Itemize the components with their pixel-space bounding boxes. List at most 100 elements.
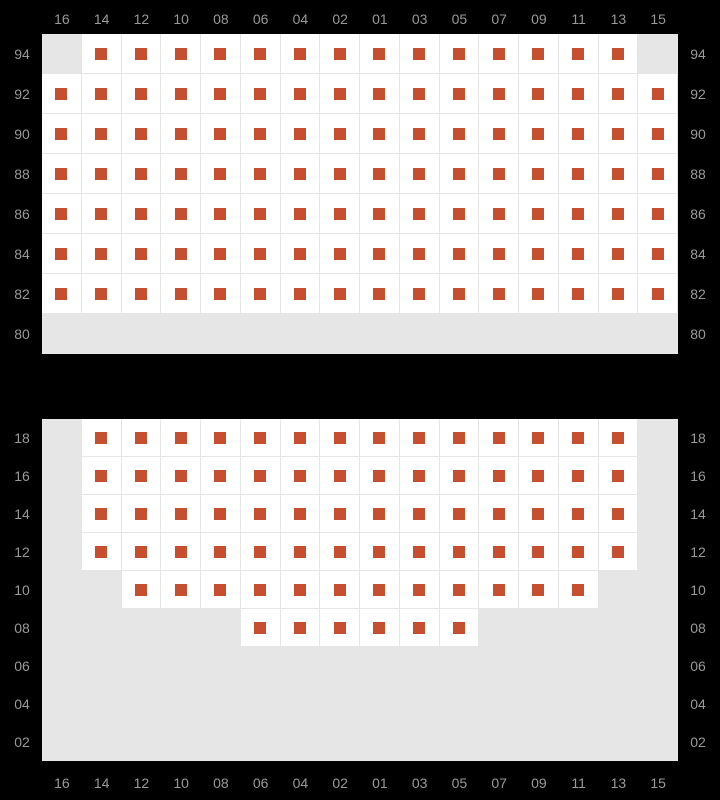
seat-cell[interactable] — [479, 571, 519, 609]
seat-cell[interactable] — [241, 419, 281, 457]
seat-cell[interactable] — [559, 495, 599, 533]
seat-cell[interactable] — [559, 457, 599, 495]
seat-cell[interactable] — [281, 457, 321, 495]
seat-cell[interactable] — [122, 571, 162, 609]
seat-cell[interactable] — [161, 274, 201, 314]
seat-cell[interactable] — [161, 154, 201, 194]
seat-cell[interactable] — [519, 154, 559, 194]
seat-cell[interactable] — [519, 114, 559, 154]
seat-cell[interactable] — [281, 495, 321, 533]
seat-cell[interactable] — [82, 533, 122, 571]
seat-cell[interactable] — [479, 154, 519, 194]
seat-cell[interactable] — [320, 609, 360, 647]
seat-cell[interactable] — [161, 495, 201, 533]
seat-cell[interactable] — [360, 154, 400, 194]
seat-cell[interactable] — [599, 274, 639, 314]
seat-cell[interactable] — [638, 274, 678, 314]
seat-cell[interactable] — [479, 495, 519, 533]
seat-cell[interactable] — [320, 419, 360, 457]
seat-cell[interactable] — [122, 495, 162, 533]
seat-cell[interactable] — [281, 571, 321, 609]
seat-cell[interactable] — [82, 419, 122, 457]
seat-cell[interactable] — [559, 419, 599, 457]
seat-cell[interactable] — [599, 457, 639, 495]
seat-cell[interactable] — [599, 34, 639, 74]
seat-cell[interactable] — [360, 274, 400, 314]
seat-cell[interactable] — [638, 74, 678, 114]
seat-cell[interactable] — [122, 34, 162, 74]
seat-cell[interactable] — [82, 114, 122, 154]
seat-cell[interactable] — [82, 495, 122, 533]
seat-cell[interactable] — [320, 274, 360, 314]
seat-cell[interactable] — [440, 495, 480, 533]
seat-cell[interactable] — [599, 194, 639, 234]
seat-cell[interactable] — [281, 419, 321, 457]
seat-cell[interactable] — [479, 74, 519, 114]
seat-cell[interactable] — [599, 234, 639, 274]
seat-cell[interactable] — [519, 533, 559, 571]
seat-cell[interactable] — [440, 234, 480, 274]
seat-cell[interactable] — [122, 234, 162, 274]
seat-cell[interactable] — [440, 154, 480, 194]
seat-cell[interactable] — [281, 533, 321, 571]
seat-cell[interactable] — [241, 274, 281, 314]
seat-cell[interactable] — [241, 34, 281, 74]
seat-cell[interactable] — [161, 234, 201, 274]
seat-cell[interactable] — [82, 154, 122, 194]
seat-cell[interactable] — [201, 114, 241, 154]
seat-cell[interactable] — [281, 154, 321, 194]
seat-cell[interactable] — [241, 234, 281, 274]
seat-cell[interactable] — [360, 74, 400, 114]
seat-cell[interactable] — [201, 533, 241, 571]
seat-cell[interactable] — [479, 234, 519, 274]
seat-cell[interactable] — [161, 194, 201, 234]
seat-cell[interactable] — [201, 457, 241, 495]
seat-cell[interactable] — [241, 154, 281, 194]
seat-cell[interactable] — [320, 194, 360, 234]
seat-cell[interactable] — [201, 194, 241, 234]
seat-cell[interactable] — [400, 74, 440, 114]
seat-cell[interactable] — [479, 274, 519, 314]
seat-cell[interactable] — [440, 533, 480, 571]
seat-cell[interactable] — [360, 533, 400, 571]
seat-cell[interactable] — [161, 114, 201, 154]
seat-cell[interactable] — [440, 34, 480, 74]
seat-cell[interactable] — [519, 274, 559, 314]
seat-cell[interactable] — [440, 609, 480, 647]
seat-cell[interactable] — [360, 34, 400, 74]
seat-cell[interactable] — [241, 74, 281, 114]
seat-cell[interactable] — [440, 457, 480, 495]
seat-cell[interactable] — [519, 34, 559, 74]
seat-cell[interactable] — [122, 274, 162, 314]
seat-cell[interactable] — [440, 194, 480, 234]
seat-cell[interactable] — [519, 457, 559, 495]
seat-cell[interactable] — [241, 533, 281, 571]
seat-cell[interactable] — [599, 74, 639, 114]
seat-cell[interactable] — [360, 419, 400, 457]
seat-cell[interactable] — [400, 533, 440, 571]
seat-cell[interactable] — [281, 114, 321, 154]
seat-cell[interactable] — [320, 34, 360, 74]
seat-cell[interactable] — [479, 34, 519, 74]
seat-cell[interactable] — [161, 571, 201, 609]
seat-cell[interactable] — [360, 114, 400, 154]
seat-cell[interactable] — [320, 571, 360, 609]
seat-cell[interactable] — [201, 495, 241, 533]
seat-cell[interactable] — [360, 571, 400, 609]
seat-cell[interactable] — [320, 457, 360, 495]
seat-cell[interactable] — [400, 194, 440, 234]
seat-cell[interactable] — [42, 74, 82, 114]
seat-cell[interactable] — [82, 457, 122, 495]
seat-cell[interactable] — [320, 495, 360, 533]
seat-cell[interactable] — [201, 34, 241, 74]
seat-cell[interactable] — [320, 234, 360, 274]
seat-cell[interactable] — [201, 274, 241, 314]
seat-cell[interactable] — [42, 194, 82, 234]
seat-cell[interactable] — [599, 419, 639, 457]
seat-cell[interactable] — [599, 154, 639, 194]
seat-cell[interactable] — [559, 571, 599, 609]
seat-cell[interactable] — [201, 74, 241, 114]
seat-cell[interactable] — [559, 194, 599, 234]
seat-cell[interactable] — [400, 419, 440, 457]
seat-cell[interactable] — [281, 194, 321, 234]
